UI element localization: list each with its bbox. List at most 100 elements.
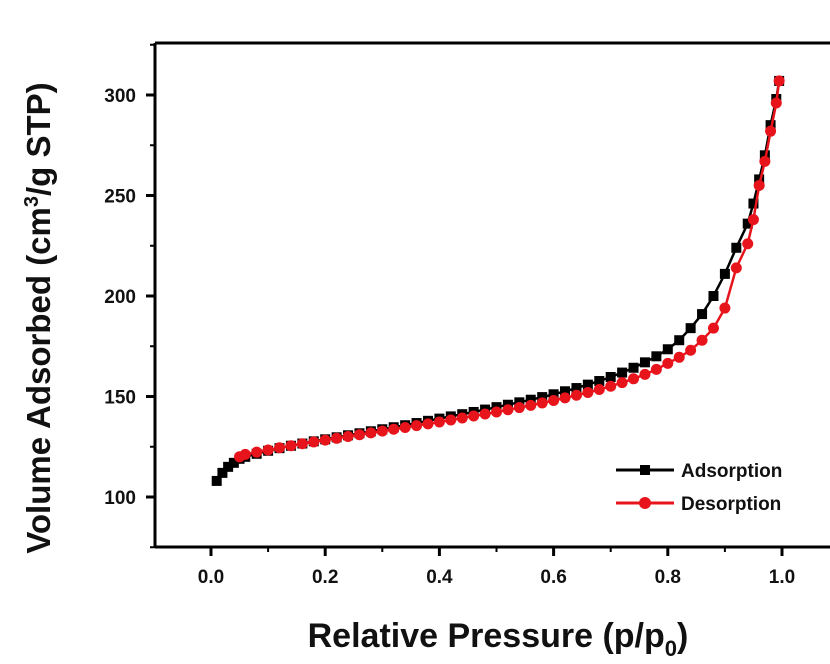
legend-desorption-marker	[639, 497, 651, 509]
desorption-point-18	[605, 380, 617, 392]
desorption-point-51	[234, 451, 246, 463]
desorption-point-19	[593, 383, 605, 395]
desorption-point-45	[296, 438, 308, 450]
adsorption-point-41	[651, 351, 662, 362]
desorption-point-30	[468, 410, 480, 422]
x-tick-label-3: 0.6	[540, 567, 566, 588]
desorption-point-11	[685, 344, 697, 356]
desorption-point-29	[479, 408, 491, 420]
desorption-point-35	[411, 420, 423, 432]
adsorption-point-50	[748, 198, 759, 209]
desorption-point-2	[765, 125, 777, 137]
desorption-point-43	[319, 434, 331, 446]
desorption-point-31	[456, 412, 468, 424]
desorption-point-21	[570, 389, 582, 401]
desorption-point-26	[513, 402, 525, 414]
adsorption-point-45	[697, 309, 708, 320]
adsorption-point-31	[537, 392, 548, 403]
desorption-point-38	[376, 425, 388, 437]
desorption-point-12	[673, 351, 685, 363]
desorption-point-22	[559, 392, 571, 404]
adsorption-point-2	[223, 461, 234, 472]
y-tick-label-3: 250	[104, 187, 136, 208]
desorption-point-9	[707, 322, 719, 334]
legend-desorption-label: Desorption	[681, 494, 781, 515]
adsorption-point-43	[674, 335, 685, 346]
desorption-point-3	[759, 155, 771, 167]
desorption-point-39	[365, 427, 377, 439]
desorption-point-15	[639, 368, 651, 380]
adsorption-point-36	[594, 376, 605, 387]
desorption-point-40	[353, 429, 365, 441]
adsorption-point-40	[639, 357, 650, 368]
x-tick-label-1: 0.2	[312, 567, 338, 588]
desorption-point-23	[548, 395, 560, 407]
adsorption-point-44	[685, 323, 696, 334]
desorption-point-7	[730, 262, 742, 274]
desorption-point-10	[696, 334, 708, 346]
desorption-point-48	[262, 444, 274, 456]
adsorption-point-39	[628, 362, 639, 373]
x-tick-label-0: 0.0	[198, 567, 224, 588]
desorption-point-41	[342, 430, 354, 442]
desorption-point-6	[742, 238, 754, 250]
adsorption-point-1	[217, 467, 228, 478]
desorption-point-1	[770, 97, 782, 109]
adsorption-point-30	[525, 394, 536, 405]
adsorption-point-47	[719, 268, 730, 279]
legend-adsorption-marker	[640, 465, 650, 475]
adsorption-point-48	[731, 242, 742, 253]
y-tick-label-0: 100	[104, 488, 136, 509]
desorption-point-5	[747, 214, 759, 226]
adsorption-point-38	[617, 367, 628, 378]
desorption-point-42	[331, 432, 343, 444]
desorption-point-49	[251, 446, 263, 458]
desorption-point-17	[616, 377, 628, 389]
desorption-point-14	[650, 363, 662, 375]
y-tick-label-2: 200	[104, 287, 136, 308]
x-axis-title: Relative Pressure (p/p0)	[308, 617, 689, 661]
legend: Adsorption Desorption	[616, 461, 782, 515]
desorption-point-0	[773, 75, 785, 87]
desorption-point-4	[753, 179, 765, 191]
x-tick-label-2: 0.4	[426, 567, 453, 588]
adsorption-point-35	[582, 379, 593, 390]
desorption-point-47	[274, 442, 286, 454]
y-tick-label-4: 300	[104, 86, 136, 107]
x-tick-label-5: 1.0	[769, 567, 795, 588]
desorption-point-44	[308, 436, 320, 448]
desorption-point-46	[285, 440, 297, 452]
desorption-point-8	[719, 302, 731, 314]
adsorption-series-line	[215, 80, 781, 482]
desorption-point-32	[445, 414, 457, 426]
desorption-point-36	[399, 421, 411, 433]
desorption-point-28	[491, 406, 502, 418]
x-tick-label-4: 0.8	[655, 567, 681, 588]
desorption-series-line	[239, 80, 781, 458]
adsorption-point-51	[754, 174, 765, 185]
adsorption-point-0	[211, 475, 222, 486]
y-tick-label-1: 150	[104, 388, 136, 409]
legend-adsorption-label: Adsorption	[681, 461, 782, 482]
y-axis-title: Volume Adsorbed (cm3/g STP)	[20, 82, 57, 553]
adsorption-point-33	[560, 386, 571, 397]
ticks: 0.0 0.2 0.4 0.6 0.8 1.0 100 150 200 250 300	[104, 43, 795, 588]
desorption-point-13	[662, 357, 674, 369]
desorption-point-24	[536, 397, 548, 409]
series-layer	[211, 75, 785, 486]
desorption-point-20	[582, 386, 594, 398]
adsorption-point-37	[605, 372, 616, 383]
desorption-point-34	[422, 418, 434, 430]
desorption-point-16	[628, 373, 640, 385]
desorption-point-33	[433, 416, 445, 428]
adsorption-point-34	[571, 383, 582, 394]
adsorption-point-49	[742, 218, 753, 229]
desorption-point-37	[388, 423, 400, 435]
adsorption-point-32	[548, 389, 559, 400]
desorption-point-27	[502, 404, 514, 416]
desorption-point-25	[525, 399, 537, 411]
adsorption-point-3	[228, 457, 239, 468]
adsorption-point-42	[662, 344, 673, 355]
adsorption-point-46	[708, 291, 719, 301]
